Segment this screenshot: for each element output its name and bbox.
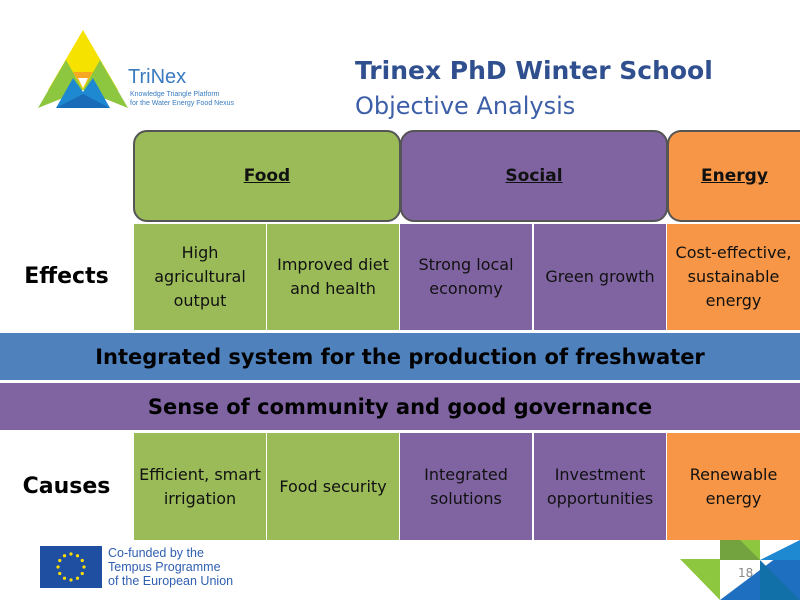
eu-cofunding-text: Co-funded by the Tempus Programme of the E… bbox=[108, 546, 234, 588]
eu-star bbox=[69, 552, 73, 556]
eu-star bbox=[56, 565, 60, 569]
category-social: Social bbox=[400, 130, 668, 222]
effect-cell: Improved diet and health bbox=[267, 224, 399, 330]
effect-cell: Cost-effective, sustainable energy bbox=[667, 224, 800, 330]
eu-star bbox=[80, 571, 84, 576]
effect-cell: Green growth bbox=[534, 224, 666, 330]
governance-band: Sense of community and good governance bbox=[0, 383, 800, 430]
freshwater-band: Integrated system for the production of … bbox=[0, 333, 800, 380]
eu-flag-icon bbox=[40, 546, 102, 588]
causes-label: Causes bbox=[22, 474, 111, 499]
effects-label: Effects bbox=[24, 264, 109, 289]
page-title: Trinex PhD Winter School bbox=[355, 56, 713, 85]
eu-star bbox=[69, 578, 73, 582]
effect-cell: Strong local economy bbox=[400, 224, 532, 330]
page-number: 18 bbox=[738, 566, 754, 580]
eu-star bbox=[62, 554, 67, 558]
effect-cell: High agricultural output bbox=[134, 224, 266, 330]
page-subtitle: Objective Analysis bbox=[355, 92, 576, 120]
cause-cell: Investment opportunities bbox=[534, 433, 666, 540]
logo-tagline: Knowledge Triangle Platform for the Water… bbox=[130, 91, 235, 107]
eu-star bbox=[75, 554, 80, 558]
logo-name: TriNex bbox=[128, 66, 187, 88]
category-energy: Energy bbox=[667, 130, 800, 222]
eu-star bbox=[58, 558, 62, 563]
cause-cell: Integrated solutions bbox=[400, 433, 532, 540]
category-food: Food bbox=[133, 130, 401, 222]
eu-star bbox=[80, 558, 84, 563]
cause-cell: Food security bbox=[267, 433, 399, 540]
eu-star bbox=[58, 571, 62, 576]
eu-star bbox=[62, 576, 67, 580]
eu-star bbox=[75, 576, 80, 580]
eu-star bbox=[82, 565, 86, 569]
corner-decoration-icon bbox=[680, 540, 800, 600]
cause-cell: Efficient, smart irrigation bbox=[134, 433, 266, 540]
trinex-logo-icon bbox=[38, 30, 128, 108]
cause-cell: Renewable energy bbox=[667, 433, 800, 540]
